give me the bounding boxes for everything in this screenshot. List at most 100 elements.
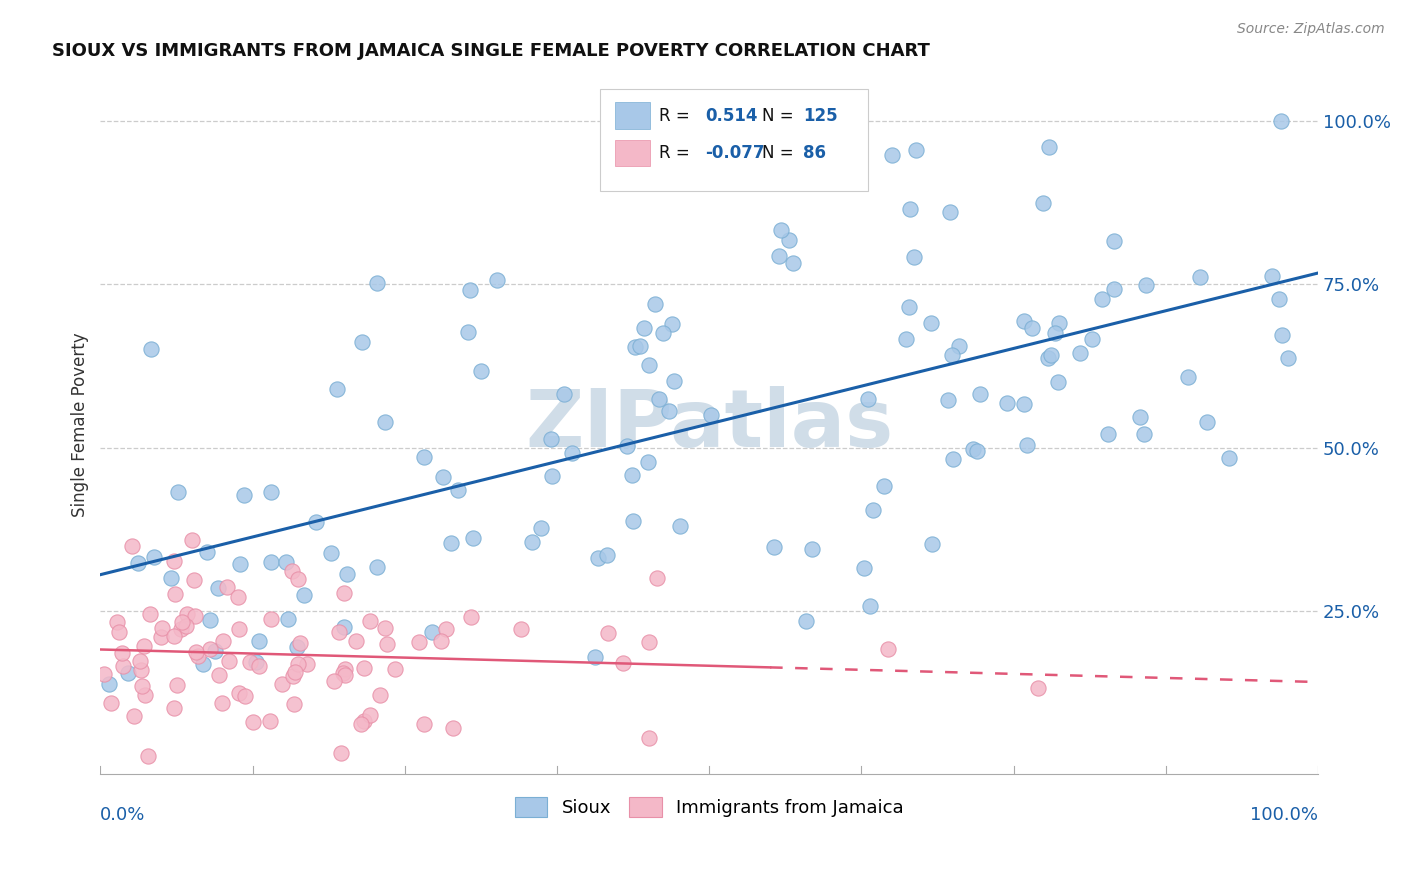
Point (586, 551, 609, 566)
Point (287, 657, 309, 672)
Point (541, 469, 564, 483)
Point (166, 678, 188, 692)
Point (1038, 351, 1060, 366)
Point (290, 636, 312, 650)
Point (1261, 268, 1284, 283)
Point (638, 635, 661, 649)
Point (962, 442, 984, 457)
Point (149, 631, 172, 645)
Point (374, 415, 396, 429)
Point (259, 555, 281, 569)
Point (1218, 450, 1240, 465)
Point (124, 709, 146, 723)
Point (621, 514, 644, 528)
Point (281, 565, 304, 579)
Point (336, 567, 359, 582)
Point (242, 714, 264, 729)
Point (770, 223, 793, 237)
Text: 100.0%: 100.0% (1250, 805, 1319, 823)
Point (292, 589, 315, 603)
Point (873, 479, 896, 493)
Point (247, 634, 270, 648)
Point (1188, 270, 1211, 285)
Point (662, 374, 685, 388)
Point (233, 689, 256, 703)
Point (277, 612, 299, 626)
Point (167, 484, 190, 499)
Point (520, 535, 543, 549)
Point (921, 316, 943, 330)
Point (938, 205, 960, 219)
Point (195, 545, 218, 559)
Point (905, 143, 928, 157)
Point (233, 488, 256, 502)
Point (260, 612, 283, 626)
Point (862, 503, 884, 517)
Point (228, 686, 250, 700)
Point (127, 556, 149, 570)
Point (413, 716, 436, 731)
Point (637, 358, 659, 372)
FancyBboxPatch shape (616, 139, 650, 166)
Text: 0.514: 0.514 (706, 107, 758, 125)
Point (420, 625, 443, 640)
Point (896, 333, 918, 347)
Point (583, 650, 606, 665)
Text: 125: 125 (803, 107, 838, 125)
Point (430, 633, 453, 648)
Point (668, 518, 690, 533)
Point (1091, 292, 1114, 306)
Point (1104, 235, 1126, 249)
Point (366, 276, 388, 290)
Point (408, 635, 430, 649)
Point (969, 386, 991, 401)
Point (637, 731, 659, 745)
Point (374, 622, 396, 636)
Point (1129, 409, 1152, 424)
Point (1069, 346, 1091, 360)
Point (170, 615, 193, 629)
FancyBboxPatch shape (599, 89, 868, 191)
Point (941, 348, 963, 362)
Legend: Sioux, Immigrants from Jamaica: Sioux, Immigrants from Jamaica (508, 790, 911, 824)
Point (142, 549, 165, 564)
Point (1271, 328, 1294, 343)
Point (658, 403, 681, 417)
Point (111, 646, 134, 660)
Point (218, 654, 240, 668)
Point (283, 698, 305, 712)
Point (778, 233, 800, 247)
Point (245, 655, 267, 669)
Point (1046, 376, 1069, 390)
Point (139, 342, 162, 356)
Point (98, 676, 121, 690)
Point (131, 663, 153, 677)
Point (509, 622, 531, 636)
Point (447, 483, 470, 498)
Point (530, 521, 553, 535)
Point (612, 657, 634, 671)
Point (284, 665, 307, 679)
Point (200, 642, 222, 657)
Point (121, 539, 143, 553)
Point (346, 633, 368, 648)
Point (765, 114, 787, 128)
Point (285, 640, 308, 655)
Point (651, 326, 673, 340)
Point (163, 701, 186, 715)
Point (211, 696, 233, 710)
Point (1021, 321, 1043, 335)
Point (1026, 681, 1049, 695)
Point (858, 599, 880, 613)
Text: SIOUX VS IMMIGRANTS FROM JAMAICA SINGLE FEMALE POVERTY CORRELATION CHART: SIOUX VS IMMIGRANTS FROM JAMAICA SINGLE … (52, 42, 929, 60)
Point (486, 273, 509, 287)
Point (553, 386, 575, 401)
Point (1017, 438, 1039, 452)
Point (183, 573, 205, 587)
Point (207, 581, 229, 595)
Point (228, 622, 250, 636)
Point (359, 615, 381, 629)
Point (100, 696, 122, 710)
Point (131, 679, 153, 693)
Point (1177, 369, 1199, 384)
